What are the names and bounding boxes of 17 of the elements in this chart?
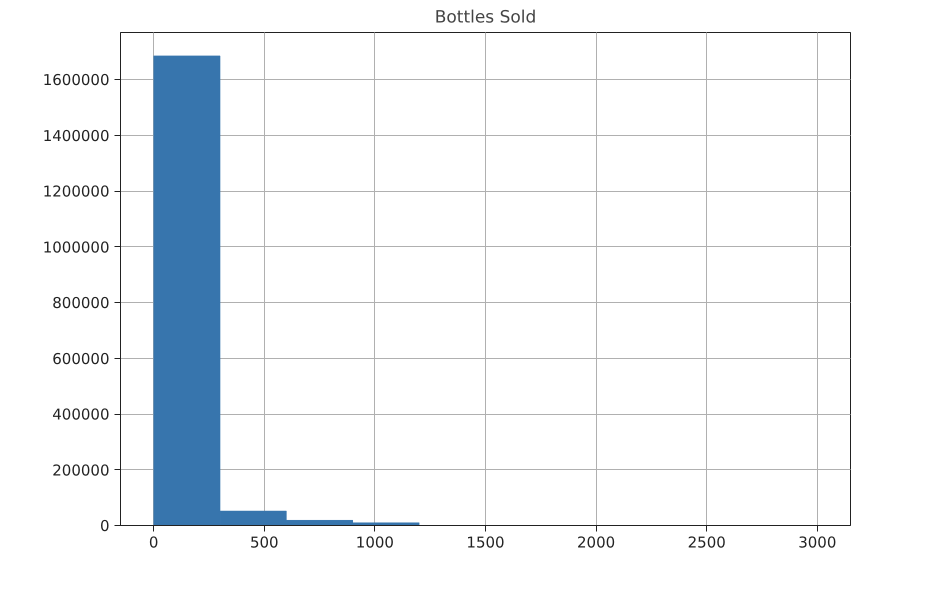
y-tick-label: 1200000 — [42, 182, 110, 201]
x-tick-label: 2000 — [577, 534, 616, 552]
x-tick-label: 1000 — [356, 534, 394, 552]
x-tick-label: 500 — [250, 534, 279, 552]
x-tick-label: 3000 — [798, 534, 836, 552]
y-tick-label: 0 — [100, 517, 110, 535]
y-tick-label: 1600000 — [42, 71, 110, 90]
chart-title: Bottles Sold — [434, 8, 536, 28]
x-tick-label: 2500 — [688, 534, 726, 552]
y-tick-label: 600000 — [52, 350, 110, 368]
y-tick-label: 1400000 — [42, 126, 110, 145]
y-tick-label: 400000 — [52, 406, 110, 424]
x-tick-label: 1500 — [466, 534, 505, 552]
y-tick-label: 200000 — [52, 461, 110, 480]
y-tick-label: 1000000 — [42, 238, 110, 256]
y-tick-label: 800000 — [52, 294, 110, 312]
x-tick-label: 0 — [148, 534, 158, 552]
